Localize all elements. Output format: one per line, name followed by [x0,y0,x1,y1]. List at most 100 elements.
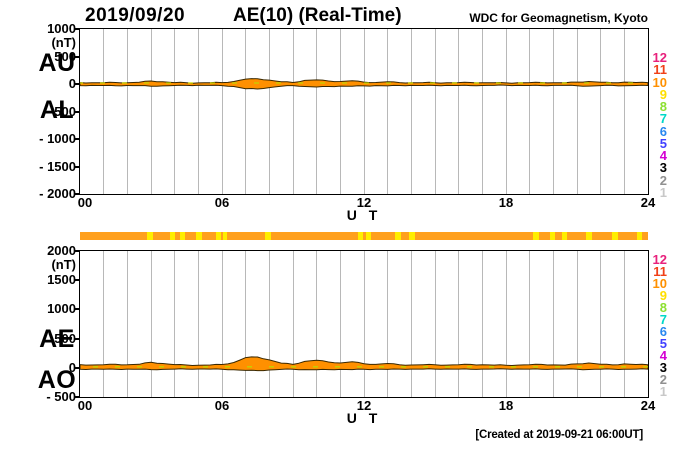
index-name-label-au: AU [38,49,76,77]
hour-gridline [481,251,483,397]
availability-gap-segment [147,232,154,240]
hour-gridline [576,251,578,397]
station-count-6: 6 [659,324,667,339]
station-count-8: 8 [659,300,667,315]
availability-gap-segment [550,232,556,240]
y-tick-label: 0 [68,359,76,375]
y-tick-mark [74,308,80,311]
station-count-5: 5 [659,135,667,151]
credit-label: WDC for Geomagnetism, Kyoto [469,11,648,25]
x-axis-title: U T [346,207,382,223]
hour-gridline [387,251,389,397]
hour-gridline [197,29,199,194]
y-tick-mark [74,83,80,85]
hour-gridline [410,29,412,194]
availability-gap-segment [533,232,540,240]
availability-gap-segment [195,232,203,240]
hour-gridline [339,29,341,194]
availability-gap-segment [585,232,592,240]
y-tick-label: 1500 [47,272,76,288]
station-count-11: 11 [653,264,667,279]
hour-gridline [552,251,554,397]
hour-gridline [505,251,507,397]
station-count-8: 8 [659,99,667,115]
index-name-label-ae: AE [39,325,75,353]
hour-gridline [245,29,247,194]
station-count-4: 4 [659,348,667,363]
availability-gap-segment [366,232,372,240]
hour-gridline [434,29,436,194]
y-tick-mark [74,193,80,195]
availability-gap-segment [394,232,401,240]
y-tick-label: - 1500 [39,158,76,174]
created-timestamp: [Created at 2019-09-21 06:00UT] [475,429,643,441]
y-tick-label: - 500 [46,389,76,404]
hour-gridline [481,29,483,194]
station-count-2: 2 [659,372,667,387]
y-tick-mark [74,279,80,282]
hour-gridline [197,251,199,397]
plot-title: AE(10) (Real-Time) [233,5,402,26]
x-tick-label: 00 [77,195,93,210]
station-count-legend: 12 11 10 9 8 7 6 5 4 3 2 1 [650,253,667,398]
y-axis-unit-label: (nT) [51,257,76,272]
hour-gridline [505,29,507,194]
availability-bar-track [80,232,648,240]
x-tick-label: 24 [640,195,656,210]
hour-gridline [292,29,294,194]
availability-gap-segment [223,232,228,240]
y-tick-label: 2000 [47,243,76,258]
plot-frame [79,250,649,398]
hour-gridline [316,29,318,194]
x-tick-label: 12 [356,398,372,413]
hour-gridline [316,251,318,397]
y-tick-mark [74,396,80,398]
y-tick-label: 500 [54,48,76,64]
availability-gap-segment [408,232,416,240]
x-tick-label: 06 [214,398,230,413]
hour-gridline [174,29,176,194]
x-tick-label: 18 [498,398,514,413]
trace-canvas [80,78,648,90]
hour-gridline [174,251,176,397]
hour-gridline [126,251,128,397]
station-count-3: 3 [659,160,667,176]
station-count-9: 9 [659,86,667,102]
y-tick-label: 1000 [47,301,76,317]
y-tick-mark [74,110,80,113]
x-tick-label: 00 [77,398,93,413]
station-count-1: 1 [659,184,667,200]
y-tick-label: 1000 [47,21,76,36]
station-count-7: 7 [659,312,667,327]
y-tick-mark [74,250,80,252]
y-tick-mark [74,138,80,140]
station-count-legend: 12 11 10 9 8 7 6 5 4 3 2 1 [650,51,667,200]
hour-gridline [529,251,531,397]
x-tick-label: 12 [356,195,372,210]
y-tick-label: - 2000 [39,186,76,201]
station-count-6: 6 [659,123,667,139]
y-tick-label: 500 [54,330,76,346]
hour-gridline [339,251,341,397]
hour-gridline [600,29,602,194]
trace-canvas [80,356,648,372]
hour-gridline [150,251,152,397]
hour-gridline [623,251,625,397]
y-tick-mark [74,337,80,340]
station-count-2: 2 [659,172,667,188]
availability-gap-segment [265,232,272,240]
availability-gap-segment [357,232,363,240]
y-tick-mark [74,165,80,168]
hour-gridline [268,251,270,397]
availability-gap-segment [179,232,186,240]
hour-gridline [363,29,365,194]
hour-gridline [434,251,436,397]
station-count-11: 11 [653,62,667,78]
y-tick-mark [74,28,80,30]
station-count-5: 5 [659,336,667,351]
hour-gridline [150,29,152,194]
availability-gap-segment [169,232,175,240]
hour-gridline [387,29,389,194]
y-axis-unit-label: (nT) [51,35,76,50]
hour-gridline [552,29,554,194]
